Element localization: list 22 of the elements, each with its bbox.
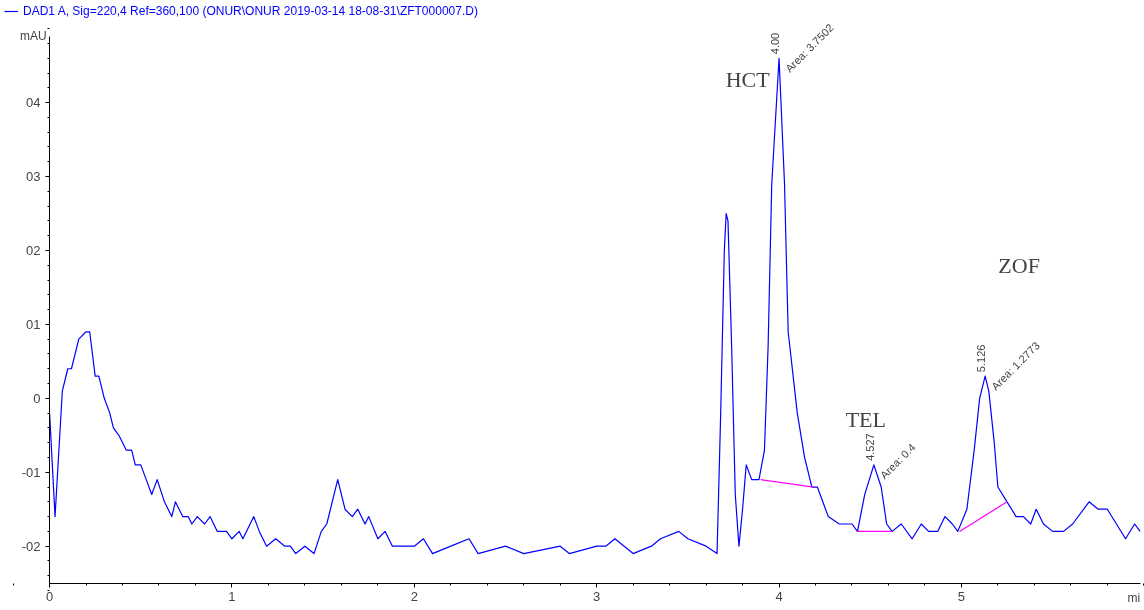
annotation: 4.00 xyxy=(769,32,782,55)
annotation: ZOF xyxy=(998,253,1040,279)
annotation: 4.527 xyxy=(863,433,876,461)
legend-label: DAD1 A, Sig=220,4 Ref=360,100 (ONUR\ONUR 2019-03-14 18-08-31\ZFT000007.D) xyxy=(23,4,478,18)
x-tick-label: 0 xyxy=(45,589,54,605)
annotation: HCT xyxy=(725,67,771,93)
y-axis-title: mAU xyxy=(19,29,47,44)
x-tick-label: 3 xyxy=(593,589,601,605)
y-tick-label: 0 xyxy=(33,390,41,406)
y-tick-label: 04 xyxy=(26,95,41,111)
y-tick-label: 03 xyxy=(26,169,41,185)
x-tick-label: 5 xyxy=(957,589,966,605)
x-tick-label: 1 xyxy=(228,589,236,605)
y-tick-label: 01 xyxy=(26,316,41,332)
y-tick-label: -01 xyxy=(21,464,41,480)
annotation: TEL xyxy=(845,406,887,432)
x-tick-label: 2 xyxy=(410,589,418,605)
annotation: 5.126 xyxy=(975,344,988,373)
y-tick-label: 02 xyxy=(26,242,41,258)
y-tick-label: -02 xyxy=(21,538,41,554)
x-tick-label: 4 xyxy=(775,589,783,605)
x-axis-title: mi xyxy=(1127,591,1141,606)
